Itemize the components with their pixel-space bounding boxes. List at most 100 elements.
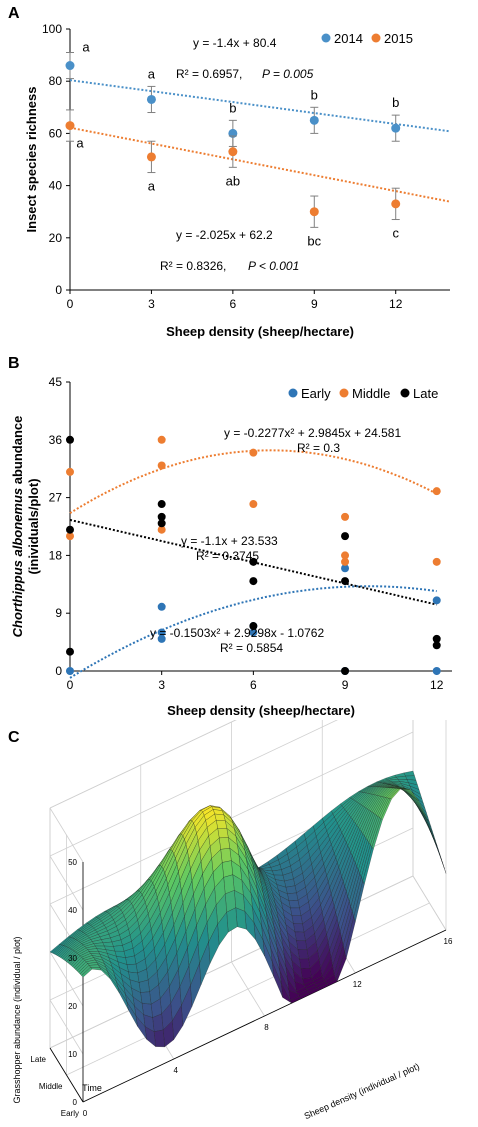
- data-point-late: [341, 667, 350, 675]
- time-axis-c: [49, 1047, 84, 1103]
- x-tick-label-c: 12: [353, 980, 362, 989]
- data-point-early: [157, 628, 166, 637]
- data-point-middle: [66, 532, 74, 541]
- x-tick-label-a: 12: [389, 297, 403, 311]
- r2-middle: R² = 0.3: [297, 441, 340, 455]
- data-point-late: [66, 525, 74, 534]
- significance-letter-2014: b: [229, 100, 236, 115]
- x-tick-label-b: 6: [250, 678, 257, 692]
- legend-marker-2015: [371, 33, 381, 43]
- x-tick-label-c: 0: [83, 1109, 88, 1118]
- time-tick-label-c: Early: [61, 1109, 79, 1118]
- surface-patch: [153, 1029, 165, 1048]
- z-tick-label-c: 50: [68, 858, 77, 867]
- data-point-middle: [249, 500, 258, 509]
- x-tick-label-b: 12: [430, 678, 444, 692]
- surface-patch: [219, 837, 230, 850]
- surface-patch: [222, 860, 233, 878]
- legend-label-late: Late: [413, 386, 438, 401]
- surface-patch: [297, 949, 309, 960]
- y-tick-label-a: 80: [49, 74, 63, 88]
- equation-2015: y = -2.025x + 62.2: [176, 228, 273, 242]
- data-point-late: [249, 557, 258, 566]
- data-point-early: [432, 667, 441, 675]
- x-axis-label-c: Sheep density (individual / plot): [303, 1061, 421, 1121]
- significance-letter-2015: c: [392, 226, 399, 241]
- data-point-late: [66, 647, 74, 656]
- surface-patch: [81, 967, 93, 978]
- y-axis-label-c: Time: [82, 1083, 102, 1093]
- surface-patch: [90, 967, 102, 971]
- data-point-2015: [65, 121, 75, 131]
- z-tick-label-c: 20: [68, 1002, 77, 1011]
- z-axis-label-c: Grasshopper abundance (individual / plot…: [12, 936, 22, 1103]
- x-tick-label-c: 4: [174, 1066, 179, 1075]
- surface-patch: [300, 968, 312, 979]
- data-point-2014: [391, 123, 401, 133]
- y-tick-label-b: 9: [55, 606, 62, 620]
- surface-patch: [138, 979, 150, 993]
- data-point-2015: [146, 152, 156, 162]
- y-tick-label-a: 20: [49, 231, 63, 245]
- surface-patch: [217, 828, 229, 839]
- r2-2015: R² = 0.8326,: [160, 259, 226, 273]
- r2-early: R² = 0.5854: [220, 641, 283, 655]
- x-tick-label-a: 3: [148, 297, 155, 311]
- data-point-middle: [157, 461, 166, 470]
- y-axis-label-a: Insect species richness: [24, 87, 39, 233]
- data-point-late: [157, 500, 166, 509]
- surface-patch: [403, 770, 415, 777]
- legend-marker-early: [288, 388, 298, 398]
- significance-letter-2014: a: [148, 66, 156, 81]
- significance-letter-2014: b: [311, 87, 318, 102]
- x-tick-label-b: 9: [342, 678, 349, 692]
- r2-late: R² = 0.3745: [196, 549, 259, 563]
- data-point-late: [432, 641, 441, 650]
- data-point-middle: [157, 435, 166, 444]
- r2-2014: R² = 0.6957,: [176, 67, 242, 81]
- legend-b: Early Middle Late: [288, 386, 438, 401]
- y-tick-label-b: 36: [49, 433, 63, 447]
- y-axis-label-b-units: (inividuals/plot): [26, 478, 41, 574]
- data-point-early: [66, 667, 74, 675]
- data-point-middle: [432, 557, 441, 566]
- x-axis-label-b: Sheep density (sheep/hectare): [167, 703, 355, 718]
- x-tick-label-c: 16: [444, 937, 453, 946]
- z-tick-label-c: 40: [68, 906, 77, 915]
- surface-patch: [214, 813, 226, 821]
- data-point-late: [432, 634, 441, 643]
- surface-patch: [426, 818, 438, 846]
- equation-2014: y = -1.4x + 80.4: [193, 36, 277, 50]
- y-tick-label-b: 45: [49, 375, 63, 389]
- surface-patch: [293, 923, 305, 933]
- data-point-early: [157, 602, 166, 611]
- surface-patch: [126, 963, 138, 974]
- legend-label-2014: 2014: [334, 31, 363, 46]
- surface-patch: [435, 842, 447, 874]
- data-point-2014: [309, 115, 319, 125]
- surface-patch: [294, 931, 306, 941]
- data-point-late: [249, 577, 258, 586]
- x-tick-label-a: 6: [230, 297, 237, 311]
- y-tick-label-a: 40: [49, 179, 63, 193]
- x-tick-label-c: 8: [264, 1023, 269, 1032]
- surface-patch: [102, 941, 114, 947]
- legend-marker-2014: [321, 33, 331, 43]
- data-point-middle: [249, 448, 258, 457]
- data-point-2015: [391, 199, 401, 209]
- grid-line-time: [66, 902, 430, 1076]
- data-point-late: [157, 519, 166, 528]
- data-point-middle: [341, 551, 350, 560]
- surface-plot: [49, 770, 447, 1048]
- surface-patch: [285, 885, 297, 894]
- data-point-early: [341, 564, 350, 573]
- z-tick-label-c: 0: [73, 1098, 78, 1107]
- time-tick-label-c: Middle: [39, 1082, 63, 1091]
- panel-label-a: A: [8, 5, 20, 22]
- y-axis-label-b: Chorthippus albonemus abundance: [10, 416, 25, 638]
- data-point-middle: [341, 512, 350, 521]
- data-point-middle: [432, 487, 441, 496]
- data-point-middle: [341, 557, 350, 566]
